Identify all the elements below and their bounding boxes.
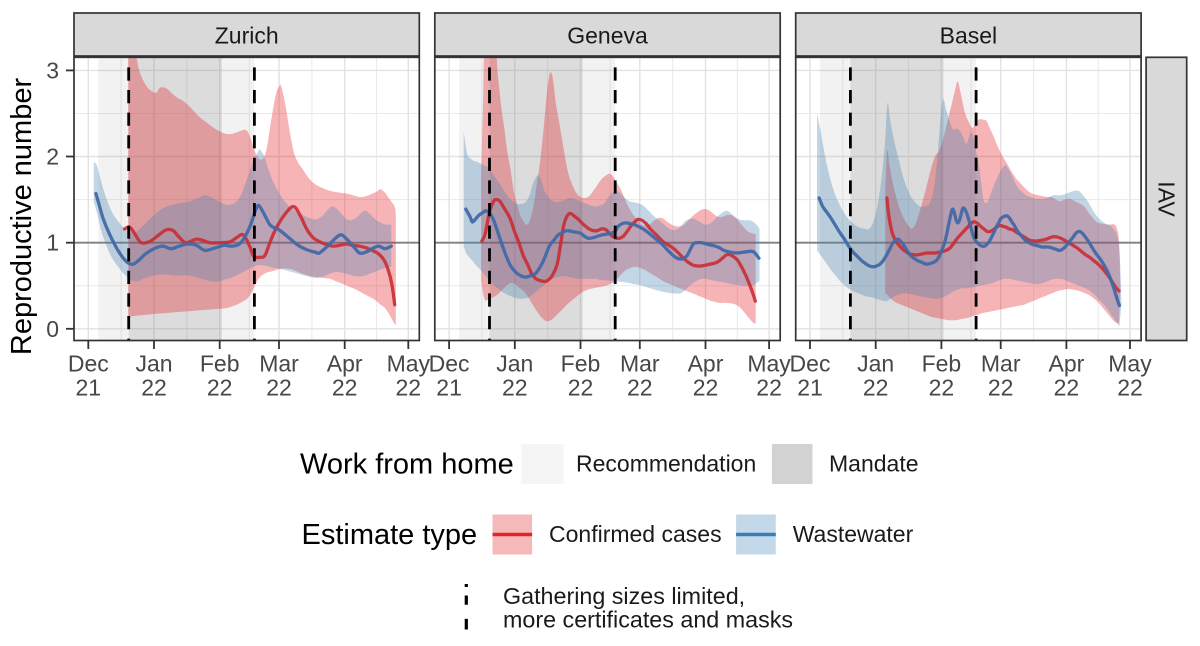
svg-text:Work from home: Work from home [300, 449, 514, 481]
svg-text:more certificates and masks: more certificates and masks [503, 607, 793, 633]
svg-text:0: 0 [46, 316, 59, 342]
svg-text:22: 22 [141, 375, 167, 401]
svg-text:IAV: IAV [1153, 181, 1179, 217]
svg-text:Mar: Mar [259, 351, 299, 377]
svg-text:Recommendation: Recommendation [576, 451, 756, 477]
svg-text:22: 22 [756, 375, 782, 401]
svg-text:Feb: Feb [200, 351, 240, 377]
svg-text:Jan: Jan [135, 351, 172, 377]
svg-text:22: 22 [1117, 375, 1143, 401]
svg-text:Confirmed cases: Confirmed cases [549, 521, 722, 547]
svg-text:Mandate: Mandate [829, 451, 919, 477]
svg-text:22: 22 [266, 375, 292, 401]
svg-text:Gathering sizes limited,: Gathering sizes limited, [503, 583, 745, 609]
svg-text:Mar: Mar [981, 351, 1021, 377]
svg-text:22: 22 [502, 375, 528, 401]
svg-text:Dec: Dec [790, 351, 831, 377]
svg-text:Dec: Dec [429, 351, 470, 377]
svg-text:22: 22 [693, 375, 719, 401]
svg-text:22: 22 [1054, 375, 1080, 401]
svg-text:May: May [387, 351, 431, 377]
svg-text:Apr: Apr [327, 351, 363, 377]
svg-text:Reproductive number: Reproductive number [6, 78, 38, 356]
svg-text:21: 21 [436, 375, 462, 401]
svg-text:3: 3 [46, 57, 59, 83]
svg-text:22: 22 [207, 375, 233, 401]
svg-text:22: 22 [396, 375, 422, 401]
svg-text:22: 22 [929, 375, 955, 401]
svg-text:Apr: Apr [1049, 351, 1085, 377]
svg-text:22: 22 [627, 375, 653, 401]
svg-text:Wastewater: Wastewater [793, 521, 914, 547]
svg-text:Geneva: Geneva [567, 22, 648, 48]
svg-text:May: May [1108, 351, 1152, 377]
svg-text:Apr: Apr [688, 351, 724, 377]
svg-text:Feb: Feb [561, 351, 601, 377]
svg-text:Dec: Dec [68, 351, 109, 377]
svg-text:21: 21 [797, 375, 823, 401]
svg-text:Basel: Basel [940, 22, 998, 48]
svg-text:Feb: Feb [922, 351, 962, 377]
svg-text:22: 22 [863, 375, 889, 401]
svg-text:May: May [747, 351, 791, 377]
svg-text:Jan: Jan [857, 351, 894, 377]
svg-text:22: 22 [332, 375, 358, 401]
svg-text:Zurich: Zurich [215, 22, 279, 48]
svg-text:22: 22 [988, 375, 1014, 401]
svg-text:22: 22 [568, 375, 594, 401]
svg-text:1: 1 [46, 230, 59, 256]
svg-text:Estimate type: Estimate type [302, 519, 478, 551]
svg-text:2: 2 [46, 144, 59, 170]
svg-text:21: 21 [76, 375, 102, 401]
svg-text:Mar: Mar [620, 351, 660, 377]
svg-text:Jan: Jan [496, 351, 533, 377]
